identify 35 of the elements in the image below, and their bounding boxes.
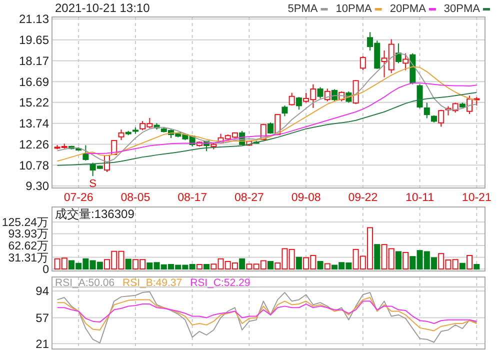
chart-title: 成交量:136309 (55, 207, 135, 221)
x-tick-label: 08-05 (120, 192, 150, 204)
chart-title: 2021-10-21 13:10 (55, 1, 150, 15)
y-tick-label: 9.30 (26, 179, 50, 194)
series-label: RSI_A:50.06 (55, 277, 115, 289)
y-tick-label: 12.26 (18, 137, 50, 152)
legend-label: 10PMA (336, 3, 372, 15)
legend-label: 5PMA (288, 3, 318, 15)
y-tick-label: 15.22 (18, 96, 50, 110)
y-tick-label: 16.69 (18, 74, 50, 89)
x-tick-label: 07-26 (64, 192, 94, 204)
legend-label: 30PMA (444, 3, 481, 15)
x-tick-label: 09-08 (291, 192, 321, 204)
y-tick-label: 19.65 (18, 33, 50, 48)
y-tick-label: 21 (36, 336, 50, 350)
x-tick-label: 10-21 (462, 192, 492, 204)
y-tick-label: 0 (42, 264, 49, 276)
text: RSI_C:52.29 (190, 277, 250, 289)
y-tick-label: 10.78 (18, 158, 50, 172)
y-tick-label: 125.24万 (2, 216, 49, 229)
y-tick-label: 13.74 (18, 116, 50, 131)
x-tick-label: 08-27 (234, 192, 264, 204)
y-tick-label: 57 (36, 310, 50, 325)
y-tick-label: 18.17 (18, 54, 50, 68)
annotation: S (89, 178, 96, 190)
y-tick-label: 31.31万 (8, 251, 49, 264)
series-label: RSI_B:49.37 (122, 277, 182, 289)
y-tick-label: 62.62万 (8, 239, 49, 252)
x-tick-label: 10-11 (406, 192, 434, 204)
legend-label: 20PMA (390, 3, 427, 15)
y-tick-label: 93.93万 (8, 228, 49, 241)
y-tick-label: 94 (36, 284, 50, 298)
y-tick-label: 21.13 (18, 12, 50, 26)
x-tick-label: 09-22 (348, 192, 378, 204)
x-tick-label: 08-17 (178, 192, 208, 204)
